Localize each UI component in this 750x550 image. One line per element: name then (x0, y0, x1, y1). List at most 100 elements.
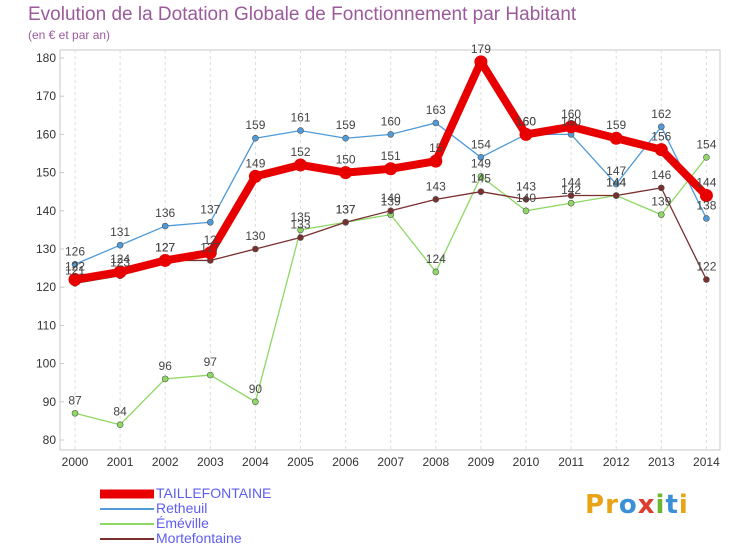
legend-label: Mortefontaine (156, 530, 242, 546)
logo-letter: r (605, 490, 619, 520)
data-label: 163 (426, 103, 446, 117)
x-tick-label: 2014 (693, 455, 720, 469)
data-label: 97 (204, 355, 218, 369)
data-label: 160 (561, 107, 581, 121)
data-label: 159 (245, 118, 265, 132)
data-point (339, 166, 353, 180)
data-point (116, 421, 124, 429)
data-point (297, 234, 304, 241)
data-label: 126 (65, 244, 85, 258)
data-point (474, 55, 488, 69)
data-label: 123 (110, 256, 130, 270)
data-label: 137 (336, 202, 356, 216)
data-label: 159 (606, 118, 626, 132)
y-tick-label: 170 (36, 89, 56, 103)
data-point (68, 273, 82, 287)
data-point (387, 207, 395, 215)
logo-letter: x (637, 490, 656, 520)
data-label: 127 (155, 240, 175, 254)
legend-swatch (100, 522, 154, 525)
legend-swatch (100, 507, 154, 510)
data-label: 162 (651, 107, 671, 121)
data-point (477, 173, 485, 180)
legend-label: Retheuil (156, 500, 208, 516)
data-label: 140 (516, 191, 536, 205)
data-point (297, 127, 304, 134)
data-point (522, 196, 530, 203)
data-point (564, 120, 578, 134)
legend-label: TAILLEFONTAINE (156, 485, 272, 501)
y-tick-label: 140 (36, 204, 56, 218)
data-point (432, 268, 440, 276)
data-label: 146 (651, 168, 671, 182)
x-tick-label: 2002 (152, 455, 179, 469)
data-label: 144 (561, 176, 581, 190)
data-point (252, 134, 259, 142)
data-point (477, 188, 485, 195)
data-point (657, 123, 665, 131)
x-tick-label: 2004 (242, 455, 269, 469)
x-tick-label: 2003 (197, 455, 224, 469)
data-label: 130 (245, 229, 265, 243)
data-point (522, 207, 530, 215)
data-point (654, 143, 668, 157)
y-tick-label: 150 (36, 166, 56, 180)
data-point (252, 245, 259, 253)
data-point (567, 199, 575, 207)
data-label: 127 (155, 240, 175, 254)
data-point (432, 196, 440, 203)
data-point (657, 211, 665, 218)
data-label: 122 (65, 260, 85, 274)
data-label: 179 (471, 42, 491, 56)
data-label: 160 (516, 114, 536, 128)
data-point (342, 218, 349, 226)
data-label: 147 (606, 164, 626, 178)
data-point (294, 158, 307, 172)
data-label: 138 (696, 198, 716, 212)
data-label: 154 (696, 137, 716, 151)
data-label: 136 (155, 206, 175, 220)
y-tick-label: 90 (43, 395, 57, 409)
logo-letter: t (665, 490, 679, 520)
data-point (477, 154, 485, 161)
data-point (297, 226, 304, 234)
chart-subtitle: (en € et par an) (28, 28, 111, 42)
data-label: 122 (696, 260, 716, 274)
data-label: 160 (381, 114, 401, 128)
data-label: 150 (336, 153, 356, 167)
x-tick-label: 2005 (287, 455, 314, 469)
logo-letter: o (618, 490, 638, 520)
data-point (612, 192, 620, 199)
data-label: 161 (290, 111, 310, 125)
data-point (567, 192, 575, 199)
data-label: 140 (381, 191, 401, 205)
x-tick-label: 2001 (107, 455, 134, 469)
x-tick-label: 2006 (332, 455, 359, 469)
data-point (384, 162, 398, 176)
data-label: 149 (471, 156, 491, 170)
plot-area (59, 49, 721, 451)
data-label: 143 (426, 179, 446, 193)
data-label: 154 (471, 137, 491, 151)
chart-title: Evolution de la Dotation Globale de Fonc… (28, 4, 577, 25)
x-tick-label: 2009 (468, 455, 495, 469)
data-label: 87 (68, 393, 82, 407)
x-tick-label: 2010 (513, 455, 540, 469)
legend-swatch (100, 489, 154, 498)
data-label: 144 (696, 176, 716, 190)
data-point (161, 375, 169, 383)
data-point (116, 241, 124, 249)
data-point (387, 131, 395, 138)
data-label: 144 (606, 176, 626, 190)
data-label: 137 (200, 202, 220, 216)
data-label: 139 (651, 195, 671, 209)
data-point (203, 246, 217, 260)
data-label: 156 (651, 130, 671, 144)
x-tick-label: 2000 (62, 455, 89, 469)
proxiti-logo: Proxiti (585, 490, 689, 520)
data-label: 160 (561, 114, 581, 128)
data-label: 149 (245, 156, 265, 170)
data-label: 96 (159, 359, 173, 373)
